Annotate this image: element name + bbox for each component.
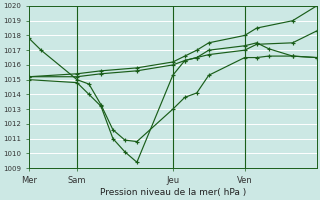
X-axis label: Pression niveau de la mer( hPa ): Pression niveau de la mer( hPa ) (100, 188, 246, 197)
